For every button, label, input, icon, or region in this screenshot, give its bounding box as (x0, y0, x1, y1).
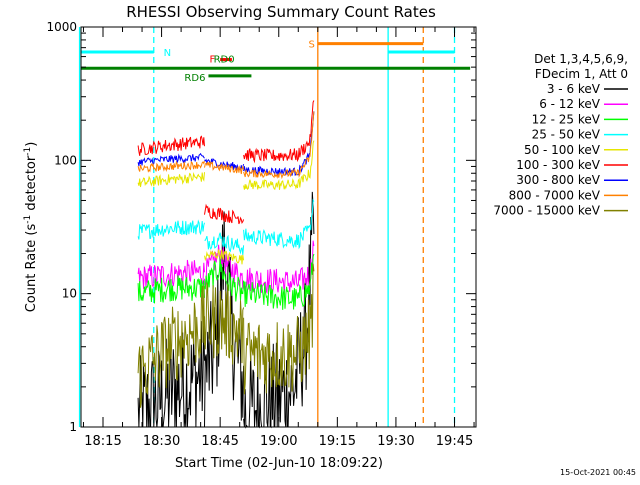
legend-label-12-25-kev: 12 - 25 keV (532, 112, 601, 126)
legend-label-100-300-kev: 100 - 300 keV (516, 158, 600, 172)
flag-label-rd0: RD0 (214, 54, 235, 65)
y-tick-label-1000: 1000 (46, 20, 77, 34)
series-segment-7000-15000-kev-2 (243, 263, 315, 395)
series-100-300-kev (137, 100, 315, 225)
series-segment-100-300-kev-2 (243, 100, 315, 164)
x-tick-label-18-45: 18:45 (201, 434, 238, 449)
flag-label-s: S (308, 40, 314, 51)
flag-label-rd6: RD6 (184, 73, 205, 84)
series-segment-6-12-kev-1 (204, 244, 245, 290)
legend: Det 1,3,4,5,6,9, FDecim 1, Att 0 3 - 6 k… (493, 52, 628, 218)
y-tick-label-1: 1 (69, 420, 77, 434)
legend-header-line-2: FDecim 1, Att 0 (535, 67, 628, 81)
series-segment-3-6-kev-0 (137, 321, 205, 428)
x-tick-label-19-00: 19:00 (260, 434, 297, 449)
series-segment-800-7000-kev-0 (137, 160, 205, 173)
x-tick-label-18-30: 18:30 (143, 434, 180, 449)
legend-label-25-50-kev: 25 - 50 keV (532, 128, 601, 142)
legend-header-line-1: Det 1,3,4,5,6,9, (534, 52, 628, 66)
series-segment-12-25-kev-0 (137, 275, 205, 304)
series-segment-6-12-kev-0 (137, 259, 205, 291)
series-segment-7000-15000-kev-0 (137, 285, 205, 408)
x-axis: 18:15 18:30 18:45 19:00 19:15 19:30 19:45 (82, 27, 475, 449)
chart-title: RHESSI Observing Summary Count Rates (126, 3, 436, 21)
series-7000-15000-kev (137, 263, 315, 408)
series-segment-25-50-kev-1 (204, 232, 245, 256)
series-800-7000-kev (137, 111, 315, 180)
series-segment-800-7000-kev-2 (243, 111, 315, 180)
series-segment-3-6-kev-2 (243, 191, 315, 429)
series-segment-100-300-kev-0 (137, 135, 205, 156)
footer-date: 15-Oct-2021 00:45 (560, 468, 636, 477)
x-tick-label-19-15: 19:15 (319, 434, 356, 449)
series-50-100-kev (137, 140, 315, 265)
series-segment-12-25-kev-2 (243, 253, 315, 310)
series-segment-25-50-kev-0 (137, 219, 205, 240)
series-segment-800-7000-kev-1 (204, 160, 245, 175)
y-axis-label: Count Rate (s-1 detector-1) (23, 142, 39, 313)
series-25-50-kev (137, 198, 315, 256)
legend-label-800-7000-kev: 800 - 7000 keV (509, 188, 601, 202)
series-segment-25-50-kev-2 (243, 198, 315, 250)
series-segment-300-800-kev-0 (137, 152, 205, 167)
series-12-25-kev (137, 253, 315, 310)
legend-label-300-800-kev: 300 - 800 keV (516, 173, 600, 187)
legend-label-50-100-kev: 50 - 100 keV (524, 143, 601, 157)
series-segment-6-12-kev-2 (243, 240, 315, 295)
series-segment-7000-15000-kev-1 (204, 282, 245, 365)
series-segment-50-100-kev-2 (243, 140, 315, 191)
legend-label-3-6-kev: 3 - 6 keV (547, 82, 601, 96)
x-axis-label: Start Time (02-Jun-10 18:09:22) (175, 456, 383, 471)
flag-label-n: N (164, 48, 171, 59)
legend-label-7000-15000-kev: 7000 - 15000 keV (493, 204, 600, 218)
y-axis: 1 10 100 1000 (46, 20, 476, 434)
x-tick-label-19-45: 19:45 (436, 434, 473, 449)
x-tick-label-18-15: 18:15 (84, 434, 121, 449)
series-segment-100-300-kev-1 (204, 203, 245, 225)
flag-label-f: F (209, 55, 215, 66)
series-segment-50-100-kev-1 (204, 249, 245, 265)
series-6-12-kev (137, 240, 315, 295)
y-tick-label-100: 100 (54, 153, 77, 167)
series-segment-12-25-kev-1 (204, 255, 245, 302)
legend-label-6-12-kev: 6 - 12 keV (539, 97, 601, 111)
y-tick-label-10: 10 (62, 287, 77, 301)
series-segment-50-100-kev-0 (137, 171, 205, 188)
x-tick-label-19-30: 19:30 (377, 434, 414, 449)
